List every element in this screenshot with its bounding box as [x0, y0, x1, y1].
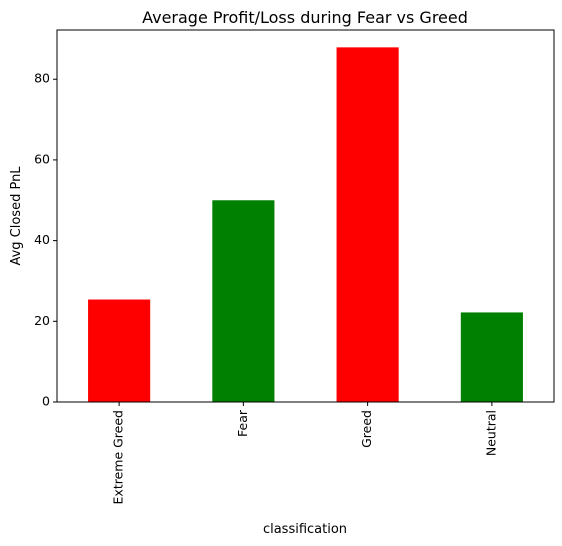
- chart-title: Average Profit/Loss during Fear vs Greed: [142, 8, 468, 27]
- bar-neutral: [460, 312, 523, 402]
- x-tick-label: Neutral: [483, 410, 498, 456]
- y-axis-label: Avg Closed PnL: [9, 166, 24, 266]
- y-tick-label: 60: [34, 151, 50, 166]
- y-tick-label: 80: [34, 71, 50, 86]
- y-tick-label: 40: [34, 232, 50, 247]
- y-tick-label: 20: [34, 313, 50, 328]
- x-axis-ticks: Extreme Greed Fear Greed Neutral: [111, 402, 498, 504]
- bar-fear: [212, 200, 275, 402]
- x-tick-label: Greed: [359, 410, 374, 448]
- x-tick-label: Fear: [235, 409, 250, 437]
- plot-frame: [56, 29, 555, 403]
- x-axis-label: classification: [263, 522, 347, 537]
- y-tick-label: 0: [42, 394, 50, 409]
- x-tick-label: Extreme Greed: [111, 410, 126, 504]
- y-axis-ticks: 0 20 40 60 80: [34, 71, 57, 409]
- bar-greed: [336, 47, 399, 402]
- bars-group: [88, 47, 523, 402]
- bar-extreme-greed: [88, 299, 151, 402]
